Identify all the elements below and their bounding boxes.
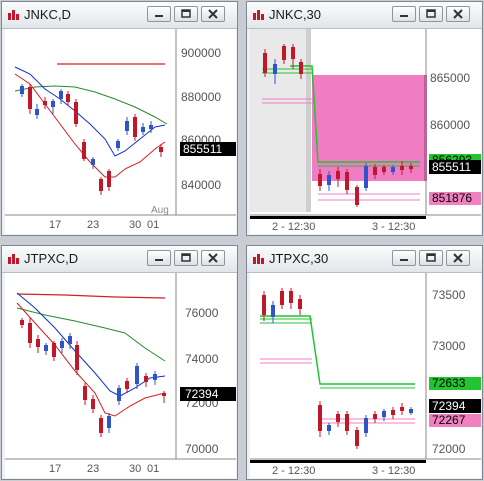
pink-level-tag	[429, 414, 481, 427]
window-titlebar[interactable]: JNKC,D	[2, 2, 237, 29]
window-title: JTPXC,30	[269, 251, 329, 266]
chart-logo-icon	[253, 254, 264, 264]
last-price-tag	[180, 387, 236, 401]
chart-logo-icon	[253, 10, 264, 20]
price-axis-label: 73500	[432, 288, 466, 302]
price-chart[interactable]: 865000 860000 856293 855511 851876 2 - 1…	[250, 29, 481, 234]
chart-window-jtpxc-30min[interactable]: JTPXC,30	[246, 245, 483, 480]
last-price-tag	[180, 142, 236, 156]
session-shade	[250, 29, 310, 212]
time-axis-label: 30	[129, 463, 141, 475]
green-level-label: 72633	[432, 376, 466, 390]
time-axis-label: 01	[147, 219, 159, 231]
window-titlebar[interactable]: JNKC,30	[247, 2, 482, 29]
time-axis-label: 2 - 12:30	[272, 465, 315, 477]
close-button[interactable]	[446, 250, 470, 266]
minimize-button[interactable]	[392, 6, 416, 22]
lower-band-line	[16, 302, 166, 417]
restore-icon	[181, 9, 191, 18]
close-icon	[453, 253, 463, 263]
minimize-icon	[155, 259, 163, 261]
chart-window-jnkc-daily[interactable]: JNKC,D	[1, 1, 238, 236]
restore-icon	[426, 9, 436, 18]
candles	[20, 318, 166, 437]
window-titlebar[interactable]: JTPXC,30	[247, 246, 482, 273]
window-title: JNKC,30	[269, 7, 322, 22]
price-axis-label: 865000	[430, 71, 470, 85]
time-axis-label: 23	[87, 463, 99, 475]
time-axis-label: 3 - 12:30	[372, 221, 415, 233]
close-icon	[453, 9, 463, 19]
mid-average-line	[16, 292, 166, 397]
price-axis-label: 74000	[185, 352, 219, 366]
highlight-zone	[312, 75, 425, 181]
minimize-button[interactable]	[392, 250, 416, 266]
green-level-tag	[429, 377, 481, 390]
time-axis-label: 23	[87, 219, 99, 231]
last-price-tag	[429, 399, 481, 413]
time-axis-label: 3 - 12:30	[372, 465, 415, 477]
price-axis-label: 76000	[185, 306, 219, 320]
pink-level-label: 851876	[432, 191, 472, 205]
price-axis-label: 860000	[430, 118, 470, 132]
chart-logo-icon	[8, 254, 19, 264]
last-price-label: 72394	[185, 387, 219, 401]
chart-window-jtpxc-daily[interactable]: JTPXC,D	[1, 245, 238, 480]
restore-icon	[426, 253, 436, 262]
last-price-label: 855511	[432, 160, 471, 174]
restore-button[interactable]	[174, 6, 198, 22]
restore-icon	[181, 253, 191, 262]
minimize-icon	[155, 15, 163, 17]
time-axis-label: 17	[49, 463, 61, 475]
time-axis-label: Aug	[151, 205, 169, 216]
lower-band-line	[14, 73, 166, 178]
minimize-icon	[400, 259, 408, 261]
resistance-line	[16, 293, 166, 299]
restore-button[interactable]	[419, 250, 443, 266]
time-axis-label: 01	[147, 463, 159, 475]
chart-logo-icon	[8, 10, 19, 20]
time-axis-label: 30	[129, 219, 141, 231]
close-button[interactable]	[201, 6, 225, 22]
chart-window-jnkc-30min[interactable]: JNKC,30	[246, 1, 483, 236]
upper-band-line	[14, 85, 168, 125]
pink-level-tag	[429, 192, 481, 205]
window-titlebar[interactable]: JTPXC,D	[2, 246, 237, 273]
price-chart[interactable]: 73500 73000 72000 72633 72394 72267 2 - …	[250, 273, 481, 478]
close-icon	[208, 9, 218, 19]
time-axis-label: 2 - 12:30	[272, 221, 315, 233]
window-title: JNKC,D	[24, 7, 71, 22]
minimize-button[interactable]	[147, 6, 171, 22]
price-axis-label: 840000	[181, 178, 221, 192]
price-axis-label: 70000	[185, 442, 219, 456]
price-chart[interactable]: 76000 74000 72000 70000 72394 17 23 30 0…	[5, 273, 236, 478]
mid-average-line	[14, 66, 166, 157]
price-chart[interactable]: 900000 880000 860000 840000 855511 17 23…	[5, 29, 236, 234]
price-axis-label: 72000	[432, 442, 466, 456]
close-button[interactable]	[446, 6, 470, 22]
minimize-icon	[400, 15, 408, 17]
upper-band-line	[16, 307, 166, 362]
last-price-tag	[429, 160, 481, 174]
price-axis-label: 880000	[181, 90, 221, 104]
pink-level-label: 72267	[432, 413, 466, 427]
close-button[interactable]	[201, 250, 225, 266]
window-title: JTPXC,D	[24, 251, 79, 266]
price-axis-label: 900000	[181, 46, 221, 60]
restore-button[interactable]	[419, 6, 443, 22]
candles	[263, 44, 413, 207]
restore-button[interactable]	[174, 250, 198, 266]
candles	[262, 288, 413, 449]
price-axis-label: 73000	[432, 339, 466, 353]
support-green-line	[260, 315, 415, 385]
last-price-label: 855511	[183, 142, 222, 156]
minimize-button[interactable]	[147, 250, 171, 266]
last-price-label: 72394	[432, 399, 466, 413]
candles	[20, 84, 163, 195]
close-icon	[208, 253, 218, 263]
time-axis-label: 17	[49, 219, 61, 231]
plot-area	[5, 29, 176, 215]
